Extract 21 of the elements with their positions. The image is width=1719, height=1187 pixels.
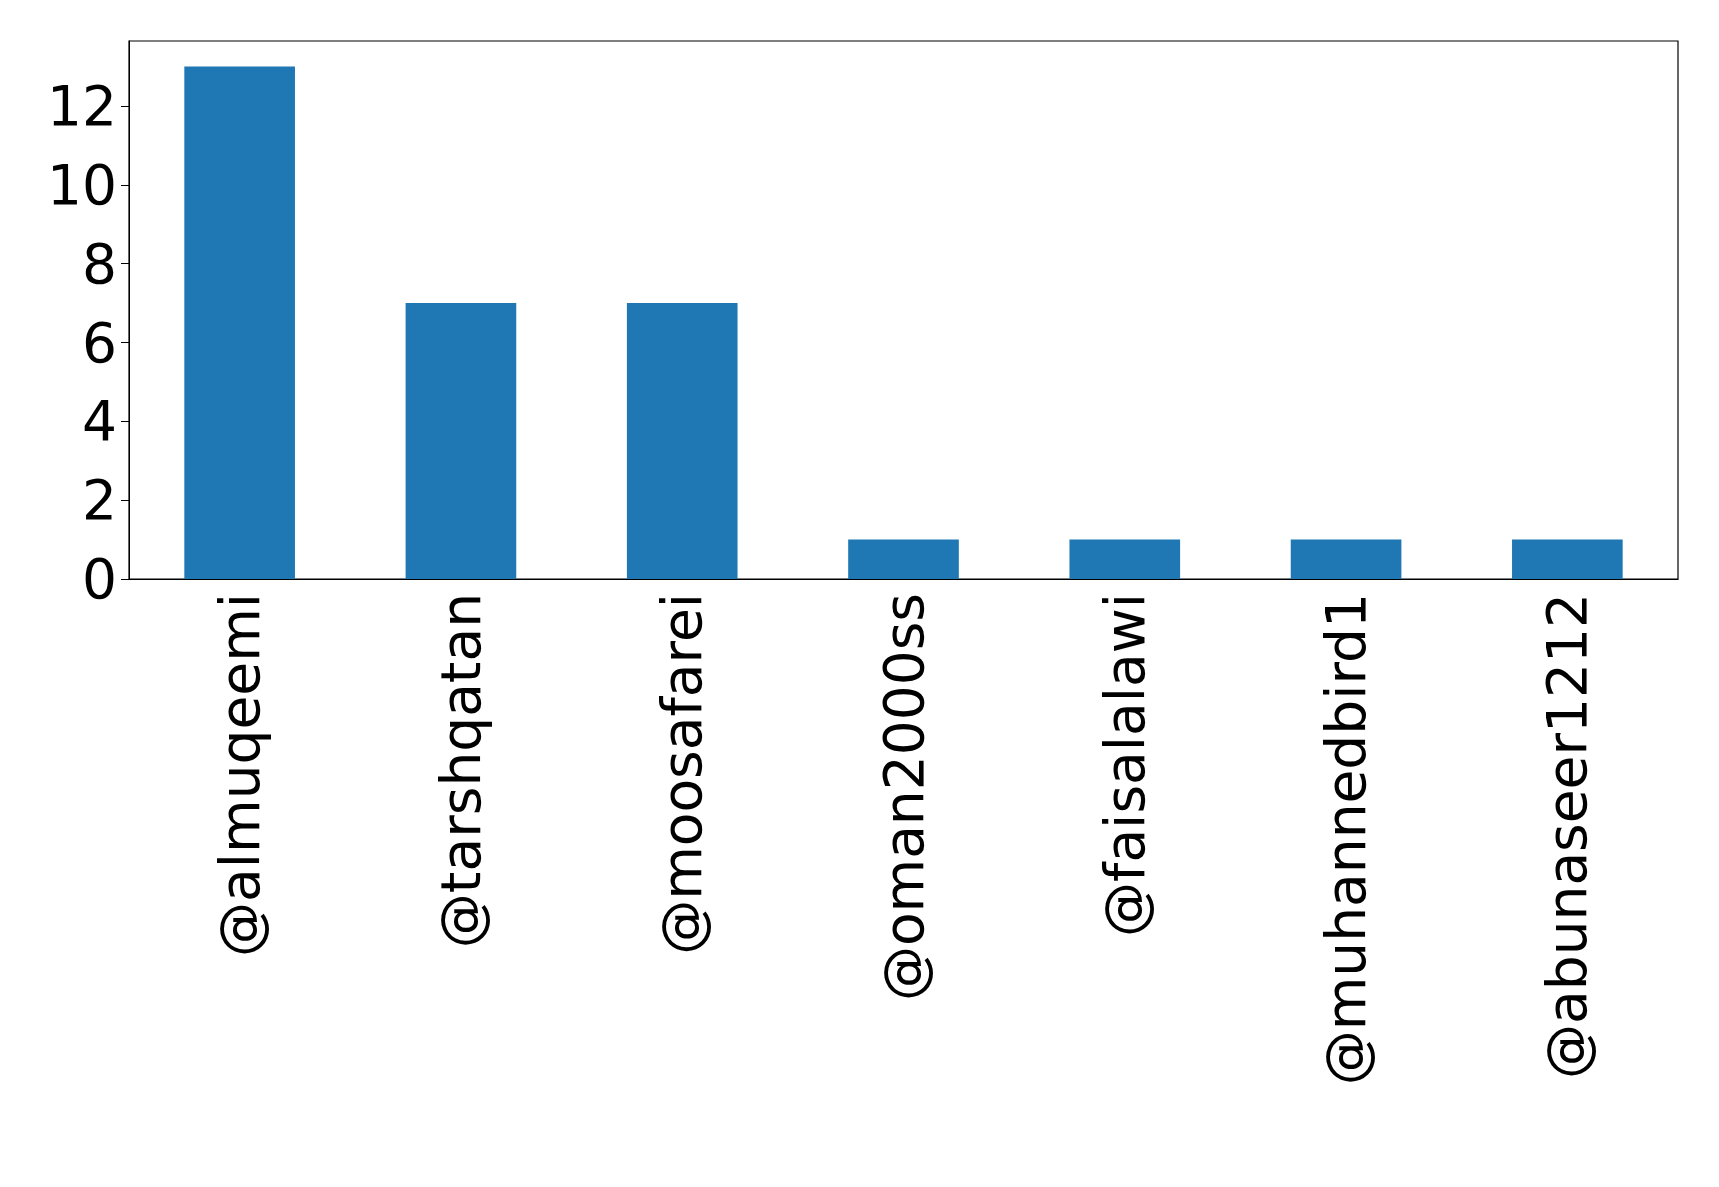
y-tick-label: 8 (82, 231, 117, 296)
bar (405, 303, 517, 579)
x-tick-label: @moosafarei (650, 593, 715, 955)
x-tick-label: @oman2000ss (871, 593, 936, 1002)
y-tick-label: 12 (47, 74, 117, 139)
x-tick-label: @muhannedbird1 (1314, 593, 1379, 1086)
bar (626, 303, 738, 579)
x-tick-label: @tarshqatan (428, 593, 493, 949)
bar (1512, 539, 1623, 579)
y-tick-label: 0 (82, 547, 117, 611)
y-tick-label: 2 (82, 468, 117, 533)
bar (848, 539, 959, 579)
bar (1069, 539, 1181, 579)
bar (184, 66, 295, 579)
y-tick-label: 4 (82, 389, 117, 454)
x-tick-label: @almuqeemi (207, 593, 272, 957)
x-tick-label: @abunaseer1212 (1535, 593, 1600, 1079)
x-tick-label: @faisalalawi (1092, 593, 1157, 937)
y-tick-label: 6 (82, 310, 117, 375)
y-tick-label: 10 (47, 152, 117, 217)
bar (1290, 539, 1402, 579)
